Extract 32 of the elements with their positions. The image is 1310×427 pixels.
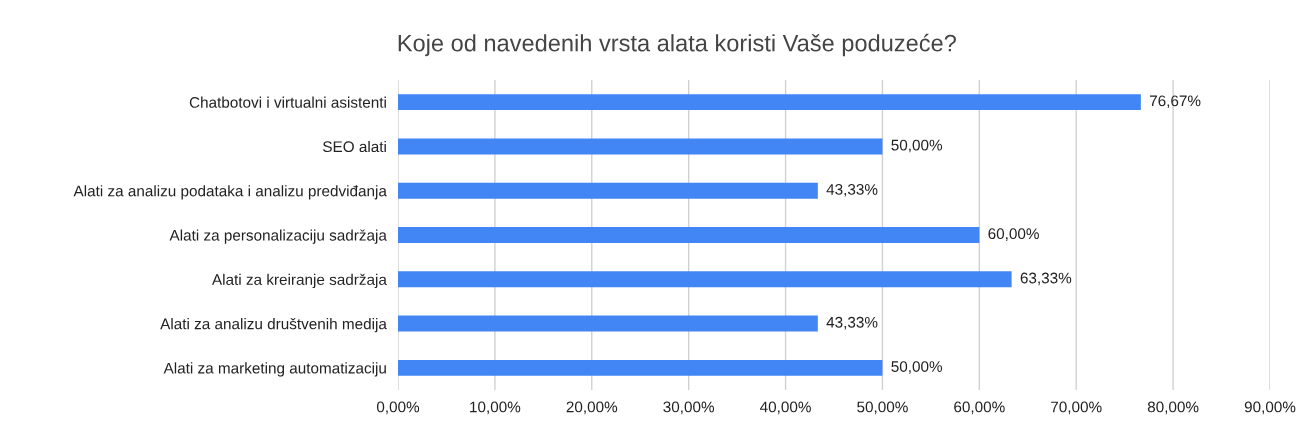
x-tick-label: 10,00% <box>470 401 521 415</box>
y-tick-label: Chatbotovi i virtualni asistenti <box>189 96 386 108</box>
bar <box>398 138 883 155</box>
y-tick-label: Alati za kreiranje sadržaja <box>212 273 387 289</box>
x-tick-label: 40,00% <box>760 401 811 415</box>
x-tick-label: 30,00% <box>663 401 715 415</box>
x-tick-label: 0,00% <box>376 401 420 415</box>
bar <box>398 271 1012 288</box>
y-tick-label: Alati za personalizaciju sadržaja <box>169 229 387 244</box>
data-label: 60,00% <box>988 228 1039 241</box>
x-tick-label: 50,00% <box>857 401 908 415</box>
data-label: 50,00% <box>891 361 943 374</box>
x-tick-label: 80,00% <box>1147 401 1199 415</box>
y-tick-label: Alati za analizu podataka i analizu predviđanja <box>73 185 387 200</box>
x-tick-label: 60,00% <box>954 401 1005 415</box>
data-label: 63,33% <box>1020 272 1072 286</box>
data-label: 43,33% <box>826 184 878 197</box>
data-label: 76,67% <box>1149 95 1201 109</box>
x-tick-label: 20,00% <box>566 401 618 415</box>
bar <box>398 315 818 332</box>
x-tick-label: 70,00% <box>1051 401 1102 415</box>
data-label: 50,00% <box>891 139 943 153</box>
chart-title: Koje od navedenih vrsta alata koristi Vaše poduzeće? <box>398 33 956 57</box>
y-tick-label: Alati za marketing automatizaciju <box>163 362 386 377</box>
bar <box>398 359 883 376</box>
y-tick-label: SEO alati <box>323 140 386 153</box>
x-tick-label: 90,00% <box>1244 401 1296 415</box>
y-tick-label: Alati za analizu društvenih medija <box>160 318 387 333</box>
bar <box>398 94 1141 111</box>
bar <box>398 227 980 243</box>
bar <box>398 182 818 199</box>
data-label: 43,33% <box>826 316 878 330</box>
